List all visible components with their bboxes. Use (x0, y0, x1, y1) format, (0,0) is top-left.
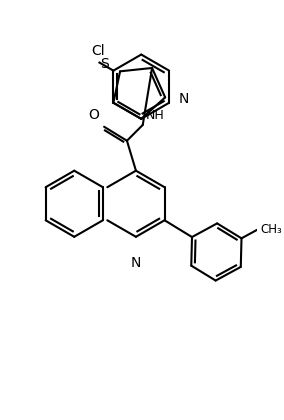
Text: S: S (101, 57, 109, 71)
Text: O: O (88, 108, 99, 122)
Text: Cl: Cl (91, 44, 105, 58)
Text: N: N (131, 256, 141, 270)
Text: NH: NH (145, 109, 164, 122)
Text: CH₃: CH₃ (261, 223, 283, 236)
Text: N: N (179, 92, 189, 106)
